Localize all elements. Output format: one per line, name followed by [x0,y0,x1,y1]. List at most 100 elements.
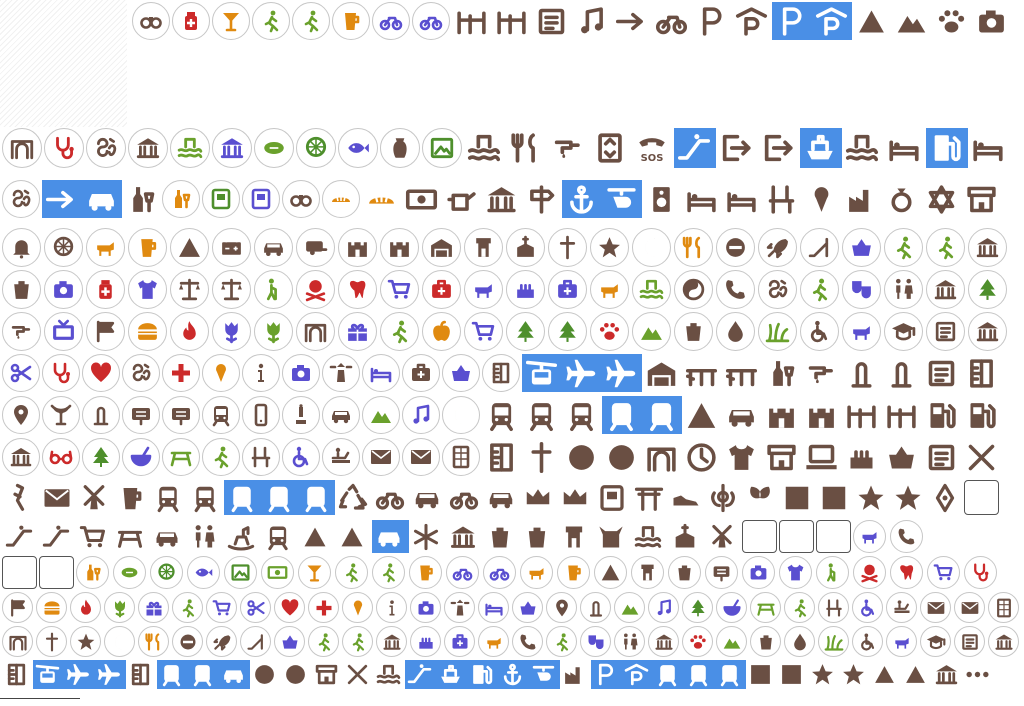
fence-icon [882,396,920,434]
poison-icon [853,556,886,589]
basket-icon [512,592,543,623]
reeds-icon [758,312,797,351]
train-icon [224,480,259,515]
bottles-icon [162,180,200,218]
exit-icon [758,128,798,168]
rocket-icon [206,626,237,657]
climber-icon [292,2,330,40]
desk-icon [818,592,849,623]
swimming-icon [632,270,671,309]
first-aid-bottle-icon [86,270,125,309]
bed-icon [722,180,760,218]
paw-icon [590,312,629,351]
crescent-icon [104,626,135,657]
vending-icon [242,180,280,218]
flag-icon [2,592,33,623]
mobile-phone-icon [242,396,280,434]
trash-icon [520,520,553,553]
golf-icon [380,312,419,351]
car-icon [254,228,293,267]
dog-icon [464,270,503,309]
atm-icon [202,180,240,218]
museum-icon [212,128,252,168]
cross-icon [522,438,560,476]
restaurant-icon [506,128,546,168]
shrine-icon [446,520,479,553]
car-service-icon [409,480,444,515]
wheelchair-icon [800,312,839,351]
star-icon [853,480,888,515]
train-icon [653,660,682,689]
fence-icon [842,396,880,434]
wine-bottle-icon [122,180,160,218]
tap-icon [2,312,41,351]
banknote-icon [261,556,294,589]
chair-icon [762,180,800,218]
waterfall-icon [374,660,403,689]
windmill-icon [76,480,111,515]
runner-icon [202,438,240,476]
gate-icon [296,312,335,351]
square-icon [746,660,775,689]
airplane-icon [64,660,93,689]
garage-icon [422,228,461,267]
tulip-icon [212,312,251,351]
om-icon [86,128,126,168]
hiker-icon [252,2,290,40]
lean-icon [2,480,37,515]
factory-icon [560,660,589,689]
circle-icon [281,660,310,689]
tram-icon [187,480,222,515]
train-icon [715,660,744,689]
runner-icon [342,626,373,657]
briefcase-icon [444,626,475,657]
watering-can-icon [442,180,480,218]
castle-icon [380,228,419,267]
elevator-icon [590,128,630,168]
music-note-icon [648,592,679,623]
fire-icon [170,312,209,351]
sofa-icon [968,128,1008,168]
museum-icon [926,270,965,309]
tshirt-icon [722,438,760,476]
skier-icon [884,228,923,267]
rocking-horse-icon [224,520,257,553]
map-pin-icon [2,396,40,434]
family-icon [614,626,645,657]
shop-icon [312,660,341,689]
charging-icon [962,396,1000,434]
covered-parking-icon [622,660,651,689]
box-icon [816,520,851,553]
heart-icon [274,592,305,623]
apple-icon [422,312,461,351]
skier-icon [308,626,339,657]
restaurant-icon [674,228,713,267]
museum-icon [648,626,679,657]
stethoscope-icon [964,556,997,589]
first-aid-bottle-icon [172,2,210,40]
cart-icon [464,312,503,351]
fish-icon [187,556,220,589]
car-service-icon [372,520,405,553]
vending-icon [594,480,629,515]
video-camera-icon [44,270,83,309]
bed-icon [362,354,400,392]
crown-icon [557,480,592,515]
baseline-rule [0,698,80,699]
sign-icon [162,396,200,434]
drop-icon [716,312,755,351]
shoe-icon [668,480,703,515]
bus-icon [602,396,640,434]
charging-icon [922,396,960,434]
cross-icon [36,626,67,657]
library-icon [988,626,1019,657]
bollard-icon [842,354,880,392]
mountain-icon [716,626,747,657]
triangle-icon [298,520,331,553]
toilets-icon [187,520,220,553]
binoculars-icon [132,2,170,40]
tree-icon [506,312,545,351]
train-icon [150,480,185,515]
lion-icon [842,312,881,351]
reeds-icon [818,626,849,657]
